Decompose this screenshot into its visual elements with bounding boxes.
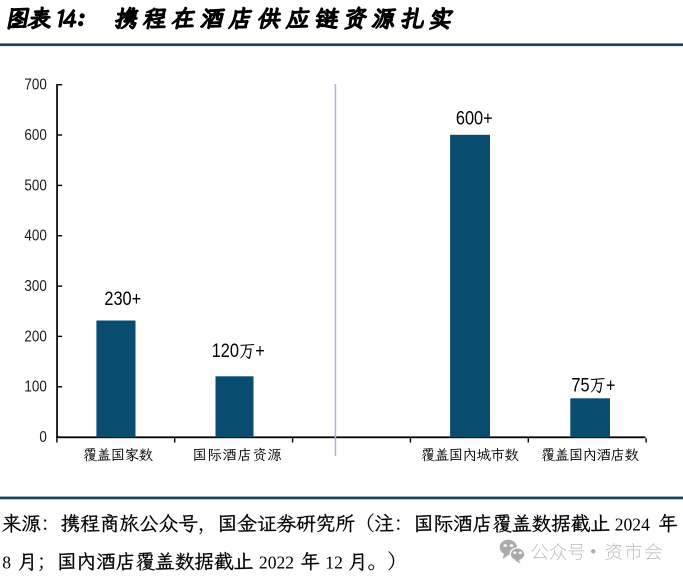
svg-text:12: 12	[325, 553, 343, 573]
svg-text:+: +	[255, 340, 265, 361]
svg-text:300: 300	[24, 278, 46, 295]
svg-text:8: 8	[2, 553, 11, 573]
svg-text:600: 600	[24, 127, 46, 144]
svg-text:200: 200	[24, 328, 46, 345]
svg-text:+: +	[606, 374, 616, 395]
svg-text:100: 100	[24, 379, 46, 396]
svg-text:0: 0	[39, 429, 46, 446]
svg-text:2024: 2024	[615, 515, 650, 535]
svg-text:75: 75	[571, 374, 589, 395]
svg-text:2022: 2022	[259, 553, 294, 573]
svg-text:700: 700	[24, 77, 46, 94]
svg-text:600+: 600+	[456, 107, 493, 128]
svg-text:500: 500	[24, 177, 46, 194]
svg-text:400: 400	[24, 228, 46, 245]
svg-text:120: 120	[212, 340, 239, 361]
svg-text:230+: 230+	[104, 288, 141, 309]
